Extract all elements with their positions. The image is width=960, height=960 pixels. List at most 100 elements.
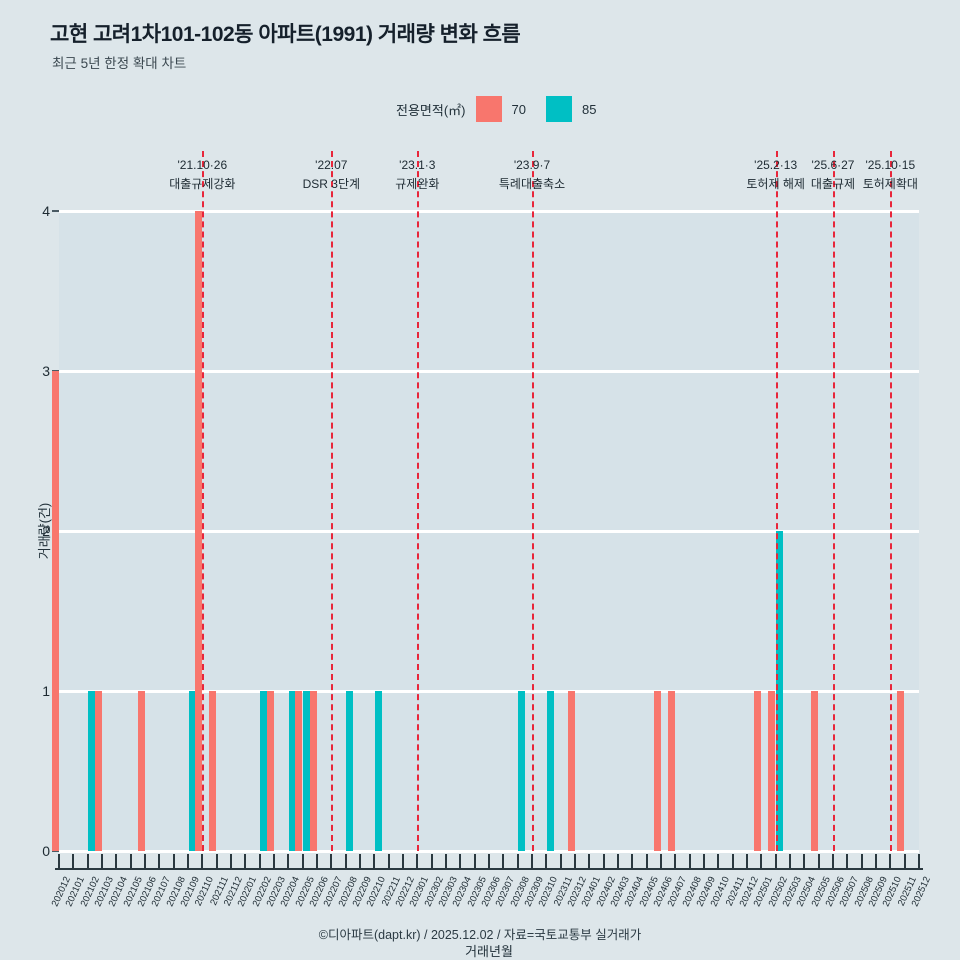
annotation-text: 규제완화 — [395, 176, 440, 191]
x-tick-mark — [918, 854, 920, 868]
bar-202103-70 — [94, 691, 102, 851]
x-tick-mark — [602, 854, 605, 868]
x-tick-mark — [86, 854, 89, 868]
footer-credit: ©디아파트(dapt.kr) / 2025.12.02 / 자료=국토교통부 실… — [318, 928, 642, 942]
gridline — [59, 529, 919, 533]
x-tick-mark — [817, 854, 820, 868]
bar-202205-85 — [303, 691, 311, 851]
x-tick-mark — [187, 854, 189, 868]
bar-202208-85 — [346, 691, 354, 851]
annotation-date: '21.10·26 — [177, 158, 228, 172]
bar-202406-70 — [653, 691, 661, 851]
bar-202312-70 — [567, 691, 575, 851]
bar-202110-70 — [194, 211, 202, 851]
x-tick-mark — [244, 854, 247, 868]
x-tick-mark — [387, 854, 390, 868]
x-tick-mark — [330, 854, 333, 868]
x-tick-mark — [144, 854, 146, 868]
chart-subtitle: 최근 5년 한정 확대 차트 — [52, 56, 187, 71]
legend-swatch-85 — [545, 96, 572, 122]
x-tick-mark — [746, 854, 748, 868]
annotation-text: 특례대출축소 — [498, 176, 566, 191]
bar-202102-85 — [88, 691, 96, 851]
event-line-202506 — [833, 151, 835, 851]
event-line-202207 — [331, 151, 334, 851]
bar-202203-70 — [266, 691, 274, 851]
gridline — [59, 369, 919, 373]
x-tick-mark — [316, 854, 318, 868]
x-tick-mark — [344, 854, 347, 868]
x-tick-mark — [172, 854, 175, 868]
x-tick-mark — [860, 854, 863, 868]
x-tick-mark — [201, 854, 204, 868]
x-tick-mark — [789, 854, 791, 868]
bar-202109-85 — [188, 691, 196, 851]
bar-202206-70 — [309, 691, 317, 851]
annotation-date: '25.2·13 — [754, 158, 798, 172]
x-tick-mark — [101, 854, 103, 868]
x-tick-mark — [430, 854, 433, 868]
x-tick-mark — [631, 854, 634, 868]
bar-202106-70 — [137, 691, 145, 851]
annotation-202309: '23.9·7 특례대출축소 — [499, 156, 565, 193]
annotation-date: '25.10·15 — [865, 158, 916, 172]
annotation-date: '23.9·7 — [513, 158, 551, 172]
bar-202202-85 — [260, 691, 268, 851]
annotation-202110: '21.10·26 대출규제강화 — [169, 156, 235, 193]
x-tick-mark — [72, 854, 75, 868]
x-tick-mark — [617, 854, 619, 868]
bar-202012-70 — [51, 371, 59, 851]
annotation-202207: '22.07 DSR 3단계 — [303, 156, 360, 193]
x-tick-mark — [803, 854, 806, 868]
annotation-text: 대출규제 — [810, 176, 856, 191]
legend-label-70: 70 — [511, 101, 526, 117]
x-axis-title: 거래년월 — [465, 944, 513, 959]
x-tick-mark — [502, 854, 505, 868]
x-tick-mark — [875, 854, 877, 868]
x-tick-mark — [516, 854, 519, 868]
annotation-date: '22.07 — [315, 158, 348, 172]
x-tick-mark — [832, 854, 834, 868]
x-tick-mark — [158, 854, 161, 868]
x-tick-mark — [660, 854, 662, 868]
annotation-202301: '23.1·3 규제완화 — [395, 156, 439, 193]
bar-202204-85 — [288, 691, 296, 851]
bar-202308-85 — [518, 691, 526, 851]
x-tick-mark — [531, 854, 533, 868]
x-tick-mark — [903, 854, 906, 868]
x-tick-mark — [645, 854, 648, 868]
x-tick-mark — [58, 854, 60, 868]
y-axis-title: 거래량(건) — [36, 502, 52, 560]
x-tick-mark — [273, 854, 275, 868]
y-tick-label: 3 — [42, 363, 50, 379]
x-tick-mark — [416, 854, 419, 868]
annotation-202510: '25.10·15 토허제확대 — [863, 156, 918, 193]
bar-202407-70 — [667, 691, 675, 851]
y-tick-label: 0 — [42, 843, 50, 859]
gridline — [59, 209, 919, 213]
annotation-text: 토허제 해제 — [746, 176, 805, 191]
x-tick-mark — [760, 854, 763, 868]
x-tick-mark — [129, 854, 132, 868]
x-tick-mark — [703, 854, 705, 868]
x-tick-mark — [287, 854, 290, 868]
x-tick-mark — [459, 854, 462, 868]
bar-202502-70 — [768, 691, 776, 851]
bar-202310-85 — [546, 691, 554, 851]
x-tick-mark — [774, 854, 777, 868]
x-tick-mark — [545, 854, 548, 868]
annotation-202506: '25.6·27 대출규제 — [811, 156, 855, 193]
x-tick-mark — [731, 854, 734, 868]
event-line-202309 — [532, 151, 534, 851]
y-tick-label: 2 — [42, 523, 50, 539]
x-tick-mark — [373, 854, 376, 868]
x-tick-mark — [488, 854, 490, 868]
legend-title: 전용면적(㎡) — [396, 102, 466, 118]
x-tick-mark — [115, 854, 118, 868]
x-tick-mark — [258, 854, 261, 868]
gridline — [59, 849, 919, 853]
annotation-date: '25.6·27 — [811, 158, 855, 172]
bar-202205-70 — [295, 691, 303, 851]
x-tick-mark — [588, 854, 591, 868]
